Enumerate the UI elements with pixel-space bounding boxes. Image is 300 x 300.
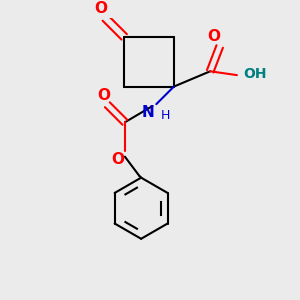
Text: N: N [142,105,154,120]
Text: O: O [208,28,220,44]
Text: OH: OH [244,67,267,81]
Text: O: O [112,152,125,167]
Text: H: H [161,109,170,122]
Text: O: O [94,1,107,16]
Text: O: O [97,88,110,103]
